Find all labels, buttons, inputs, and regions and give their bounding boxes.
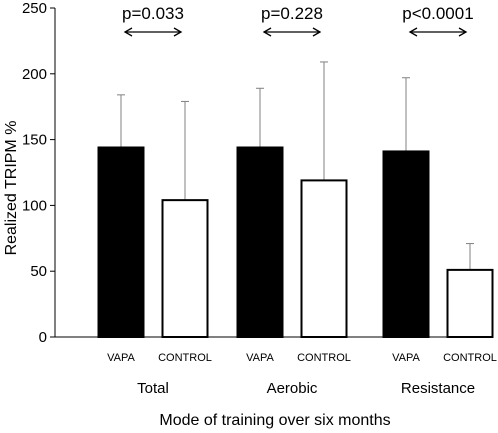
arrow-head-left <box>408 27 418 37</box>
p-value-label: p<0.0001 <box>402 4 473 23</box>
bar-label-control: CONTROL <box>297 352 351 364</box>
bar-label-vapa: VAPA <box>107 352 135 364</box>
bar-label-vapa: VAPA <box>246 352 274 364</box>
group-label-resistance: Resistance <box>401 380 475 397</box>
group-label-aerobic: Aerobic <box>267 380 318 397</box>
bar-resistance-vapa <box>382 150 430 338</box>
arrow-head-right <box>312 27 322 37</box>
y-tick-label: 150 <box>22 132 47 149</box>
y-tick-label: 200 <box>22 66 47 83</box>
x-axis-title: Mode of training over six months <box>159 412 390 429</box>
y-tick-label: 100 <box>22 197 47 214</box>
bar-total-vapa <box>97 146 145 338</box>
arrow-head-left <box>262 27 272 37</box>
p-value-label: p=0.228 <box>261 4 323 23</box>
bar-label-control: CONTROL <box>158 352 212 364</box>
y-axis-title: Realized TRIPM % <box>3 121 20 256</box>
bar-label-control: CONTROL <box>443 352 497 364</box>
y-tick-label: 250 <box>22 0 47 17</box>
group-label-total: Total <box>137 380 169 397</box>
bar-aerobic-vapa <box>236 146 284 338</box>
arrow-head-right <box>173 27 183 37</box>
arrow-head-right <box>458 27 468 37</box>
p-value-label: p=0.033 <box>122 4 184 23</box>
y-tick-label: 0 <box>39 329 47 346</box>
bar-label-vapa: VAPA <box>392 352 420 364</box>
bar-total-control <box>161 199 209 338</box>
bar-aerobic-control <box>300 179 348 338</box>
arrow-head-left <box>123 27 133 37</box>
y-tick-label: 50 <box>30 263 47 280</box>
bar-resistance-control <box>446 268 494 338</box>
chart-marks: 0 50 100 150 200 250 VAPA CONTROL Total p=0.033 VA… <box>22 0 497 397</box>
